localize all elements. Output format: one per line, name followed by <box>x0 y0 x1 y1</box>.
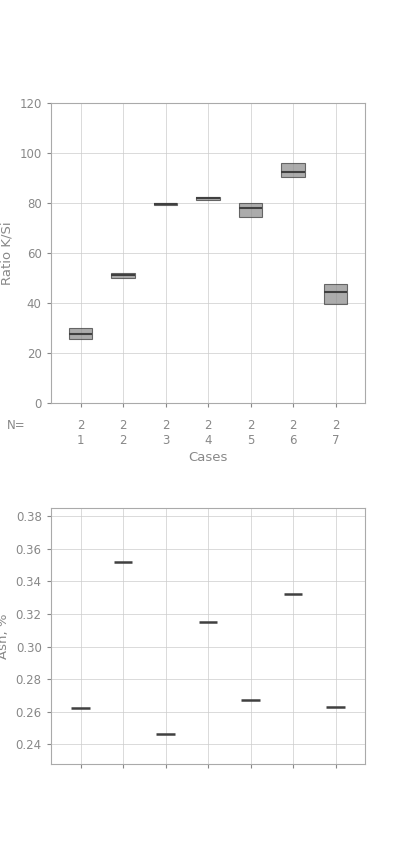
Text: 2: 2 <box>119 420 126 432</box>
Text: 2: 2 <box>289 420 296 432</box>
Text: 6: 6 <box>289 434 296 447</box>
Text: 2: 2 <box>77 420 84 432</box>
Bar <box>238 202 262 216</box>
Bar <box>281 163 304 177</box>
Bar <box>196 196 219 201</box>
Bar <box>111 273 134 278</box>
Text: 2: 2 <box>246 420 254 432</box>
Text: 2: 2 <box>331 420 339 432</box>
Text: Cases: Cases <box>188 450 227 463</box>
Text: 7: 7 <box>331 434 339 447</box>
Bar <box>153 202 177 205</box>
Y-axis label: Ash, %: Ash, % <box>0 613 10 659</box>
Y-axis label: Ratio K/Si: Ratio K/Si <box>1 221 14 285</box>
Text: 1: 1 <box>77 434 84 447</box>
Text: 5: 5 <box>246 434 254 447</box>
Text: 2: 2 <box>204 420 211 432</box>
Text: N=: N= <box>7 420 26 432</box>
Text: 3: 3 <box>162 434 169 447</box>
Text: 2: 2 <box>162 420 169 432</box>
Text: 4: 4 <box>204 434 211 447</box>
Bar <box>323 284 346 304</box>
Text: 2: 2 <box>119 434 126 447</box>
Bar <box>69 328 92 339</box>
